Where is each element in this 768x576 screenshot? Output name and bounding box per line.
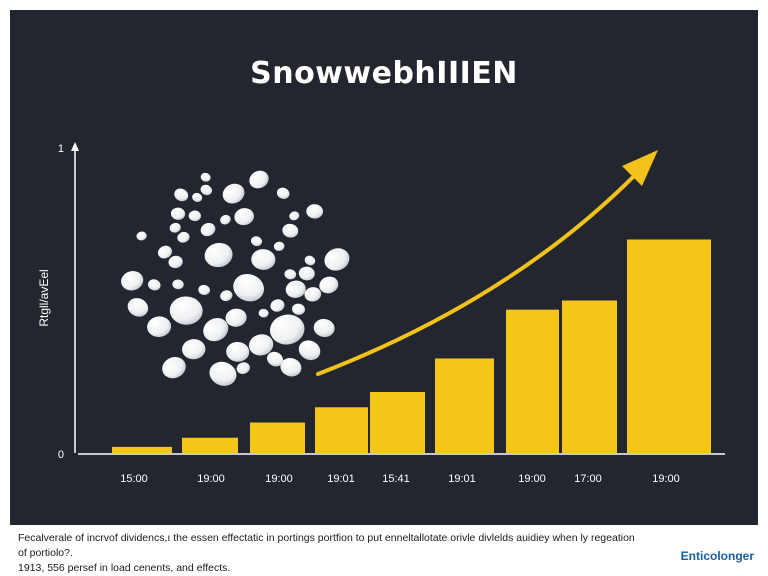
bar [182,437,238,453]
snow-clump [270,299,285,312]
bar [112,446,172,453]
snow-clump [233,273,265,302]
x-tick-label: 15:41 [382,473,410,485]
snow-clump [168,255,183,269]
y-axis-arrowhead [71,142,79,151]
snow-clump [298,340,321,361]
bar [435,358,494,453]
snow-clump [200,172,211,182]
snow-clump [148,279,161,291]
snow-clump [188,210,201,222]
snow-clump [292,303,306,315]
snow-clump [276,187,290,199]
caption-line-1: Fecalverale of incrvof dividencs,ı the e… [18,532,635,559]
snow-clump [280,358,302,377]
chart-title: SnowwebhIIIEN [250,56,518,91]
bar [315,407,368,453]
bar [506,309,559,453]
y-axis-label: Rtgll/avEel [37,269,51,326]
snow-clump [289,211,300,221]
snow-clump [162,357,186,379]
x-tick-label: 19:00 [197,473,225,485]
snow-clump [220,290,233,302]
snow-clump [298,266,315,281]
snow-clump [204,242,233,268]
trend-arrowhead [622,150,658,186]
snow-clump [147,316,172,338]
snow-clump [267,351,284,367]
chart-panel: Rtgll/avEel 0 1 15:00 19:00 19:00 19:01 15:41 1… [10,10,758,525]
trend-arrow [316,173,637,376]
snow-clump [121,271,144,291]
snow-clump [251,249,276,270]
snow-clump [170,207,186,220]
snow-clump [313,318,335,338]
snow-clump [209,361,237,386]
snow-clump [177,231,190,243]
snow-clump [285,280,306,298]
snow-clump [136,231,147,241]
x-tick-label: 17:00 [574,473,602,485]
bar [627,239,711,453]
snow-clump [273,241,285,251]
snow-clump [225,308,247,327]
snow-clump [198,284,210,296]
snow-clump [284,269,297,280]
snow-clump [172,279,184,290]
x-tick-label: 19:01 [327,473,355,485]
snow-clump [258,308,269,318]
snow-clump [203,318,229,342]
snow-clump [269,314,305,345]
y-tick-label: 0 [58,449,64,461]
snow-clump [200,222,216,237]
snow-clump [324,248,350,271]
snow-clump [234,208,254,226]
brand-logo-text: Enticolonger [680,549,754,563]
caption-line-2: 1913, 556 persef in load cenents, and ef… [18,562,231,574]
x-tick-label: 19:00 [652,473,680,485]
snowball-illustration [121,166,350,394]
snow-clump [169,222,181,233]
bar [250,422,305,453]
y-tick-label: 1 [58,143,64,155]
chart-caption: Fecalverale of incrvof dividencs,ı the e… [18,531,638,576]
snow-clump [127,298,149,317]
snow-clump [226,341,250,362]
snow-clump [304,287,322,302]
bar [562,300,617,453]
snow-clump [182,339,206,360]
x-tick-label: 19:01 [448,473,476,485]
x-tick-label: 19:00 [518,473,546,485]
snow-clump [282,223,299,238]
snow-clump [169,296,203,325]
snow-clump [220,214,231,225]
snow-clump [306,204,324,219]
chart-canvas: Rtgll/avEel 0 1 15:00 19:00 19:00 19:01 15:41 1… [37,142,725,485]
snow-clump [236,362,250,375]
snow-clump [304,255,316,266]
snow-clump [192,192,203,202]
snow-clump [174,188,189,202]
bar [370,392,425,453]
snow-clump [200,184,212,196]
snow-clump [222,183,245,204]
snow-clump [157,245,173,259]
x-tick-label: 19:00 [265,473,293,485]
snow-clump [250,236,263,247]
snow-clump [319,276,339,294]
snow-clump [249,170,269,189]
snow-clump [248,334,274,356]
x-tick-label: 15:00 [120,473,148,485]
